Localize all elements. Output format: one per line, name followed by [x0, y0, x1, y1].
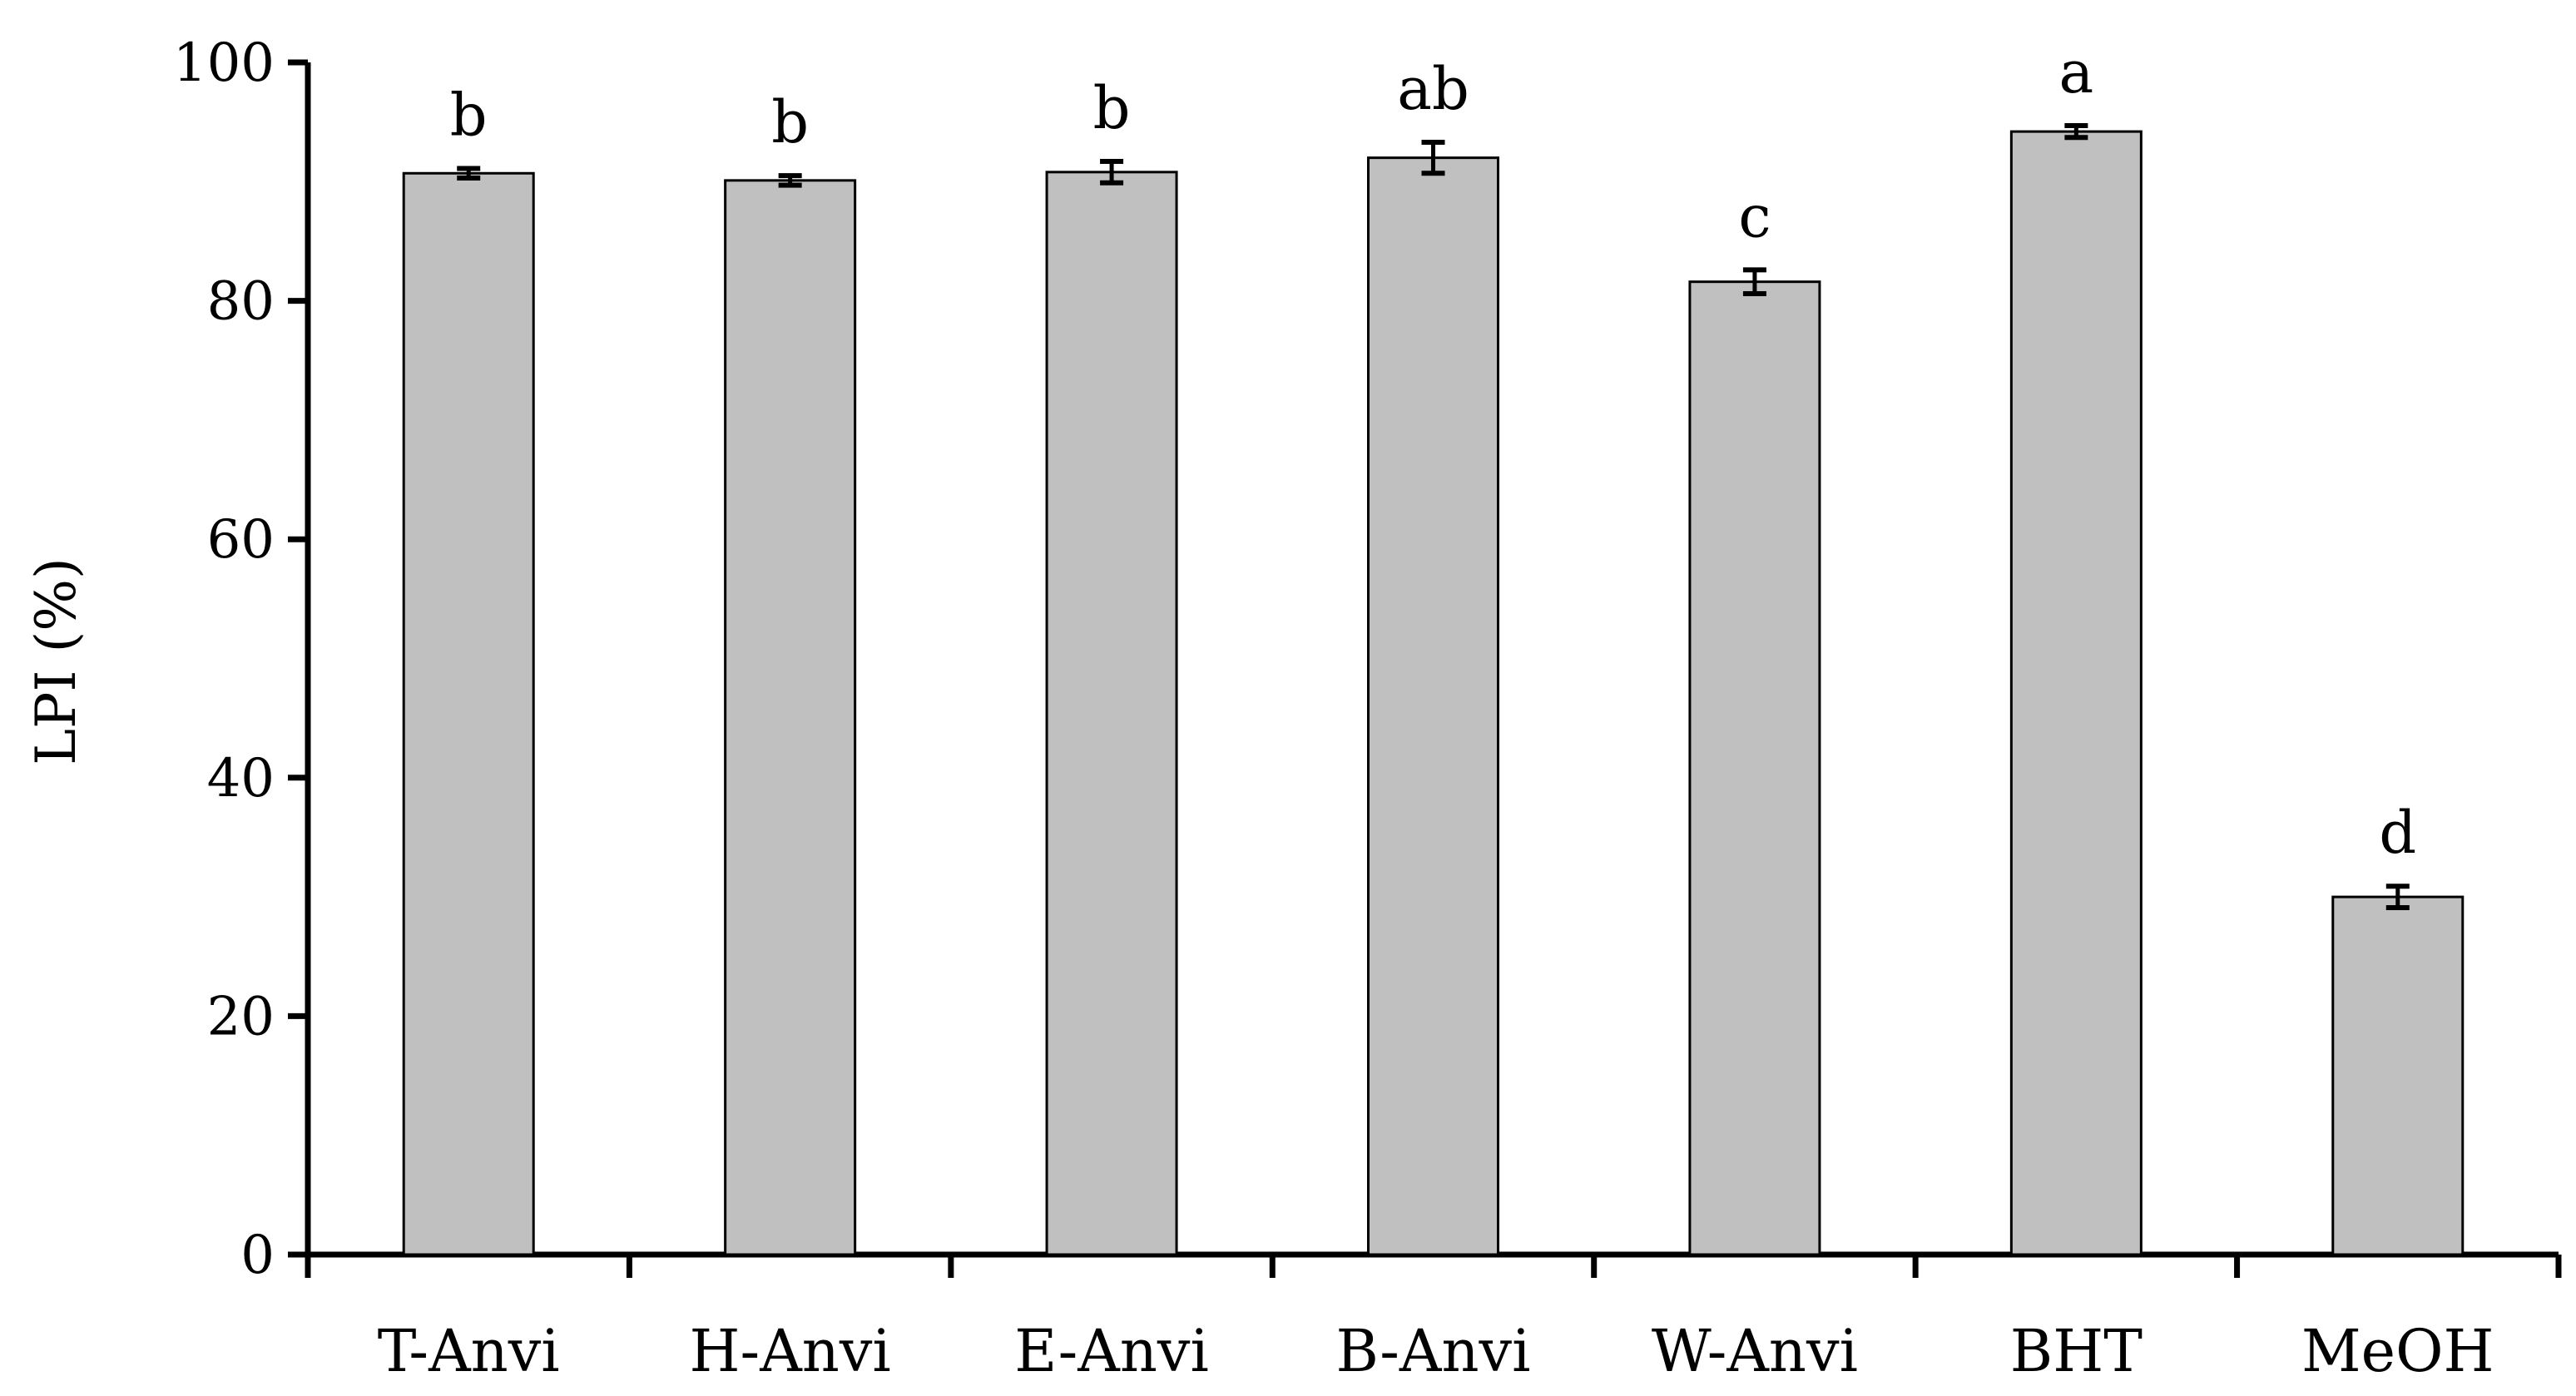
- bar: [402, 171, 535, 1256]
- bar-series: [402, 130, 2465, 1256]
- y-tick-label: 20: [207, 986, 275, 1047]
- significance-label: ab: [1397, 55, 1469, 123]
- error-bar: [1100, 158, 1124, 186]
- bar: [1688, 280, 1821, 1256]
- bar: [1045, 171, 1178, 1256]
- x-tick-label: W-Anvi: [1652, 1317, 1858, 1385]
- y-tick-label: 60: [207, 509, 275, 571]
- y-axis: 0 20 40 60 80 100: [173, 32, 311, 1286]
- significance-label: b: [450, 82, 488, 150]
- x-tick-label: B-Anvi: [1336, 1317, 1531, 1385]
- significance-label: b: [771, 88, 809, 156]
- bar: [724, 179, 857, 1256]
- error-bar: [778, 173, 802, 188]
- error-bar: [1421, 140, 1445, 176]
- significance-label: d: [2379, 799, 2416, 867]
- y-tick-label: 40: [207, 748, 275, 809]
- bar: [2331, 895, 2465, 1256]
- x-tick-label: T-Anvi: [378, 1317, 560, 1385]
- x-axis: T-Anvi H-Anvi E-Anvi B-Anvi W-Anvi BHT MeOH: [305, 1251, 2562, 1385]
- error-bar: [2064, 122, 2088, 141]
- y-tick-label: 0: [240, 1225, 275, 1286]
- significance-label: c: [1738, 182, 1771, 250]
- error-bar: [457, 166, 481, 181]
- y-tick-label: 100: [173, 32, 275, 94]
- bar: [1367, 156, 1499, 1256]
- significance-label: b: [1093, 74, 1131, 142]
- significance-label: a: [2058, 38, 2093, 106]
- x-tick-label: BHT: [2010, 1317, 2143, 1385]
- x-tick-label: H-Anvi: [690, 1317, 891, 1385]
- x-tick-label: MeOH: [2301, 1317, 2494, 1385]
- y-tick-label: 80: [207, 271, 275, 333]
- bar: [2009, 130, 2143, 1256]
- error-bars: [457, 122, 2410, 910]
- y-axis-label: LPI (%): [24, 557, 88, 765]
- significance-labels: b b b ab c a d: [450, 38, 2416, 867]
- error-bar: [2385, 884, 2410, 910]
- x-tick-label: E-Anvi: [1014, 1317, 1209, 1385]
- error-bar: [1742, 267, 1766, 297]
